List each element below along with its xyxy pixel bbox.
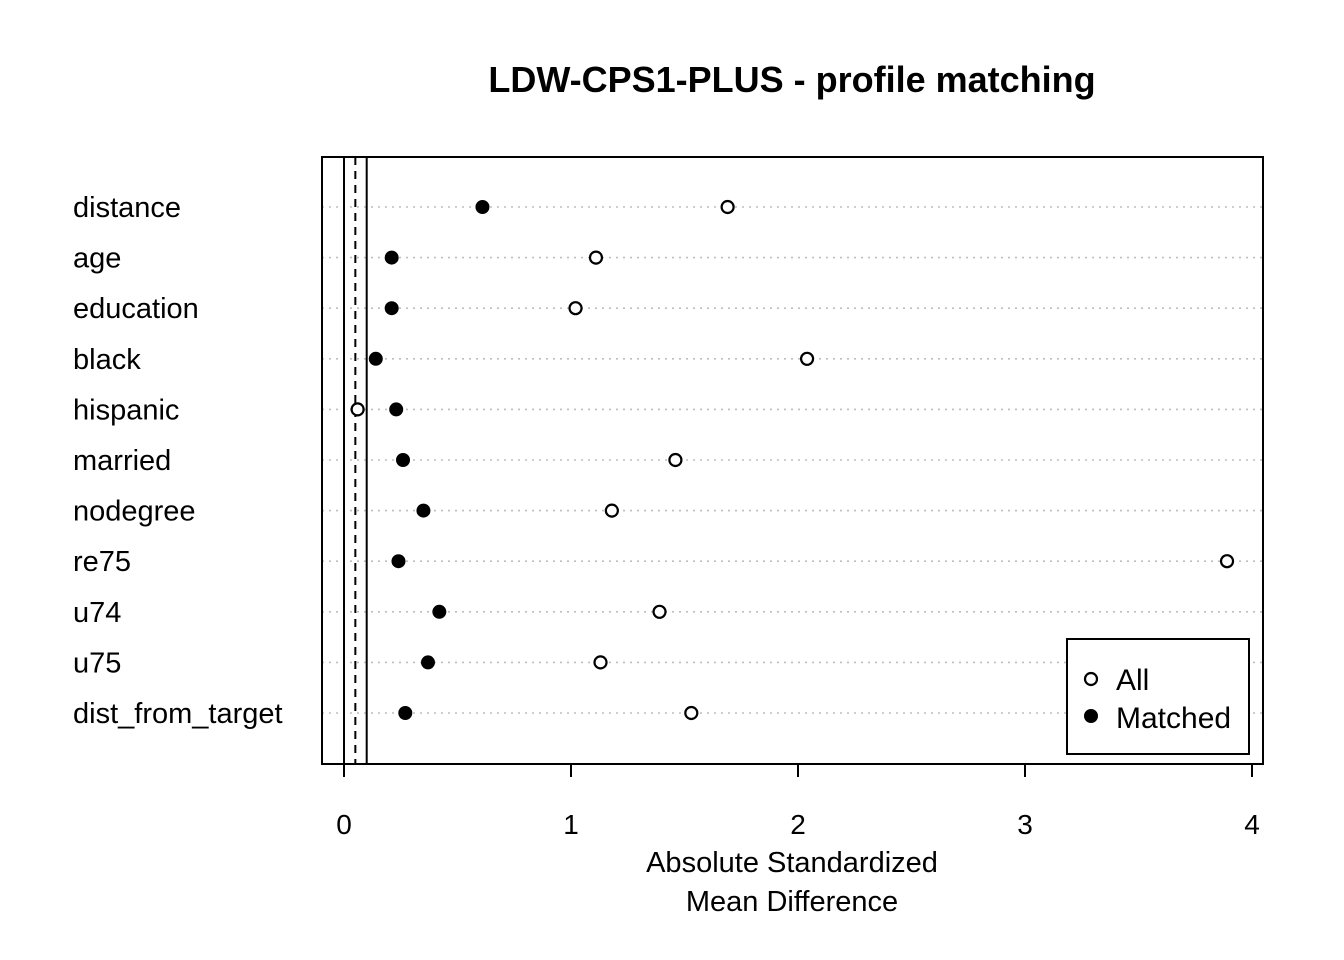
x-tick-label-3: 3 [1017,809,1033,840]
point-all-dist_from_target [684,705,699,721]
point-all-re75 [1219,554,1235,569]
legend-matched-label: Matched [1116,702,1231,735]
data-points [350,199,1235,721]
point-all-education [568,301,583,316]
point-matched-distance [475,200,490,214]
point-matched-education [384,301,399,316]
y-label-dist_from_target: dist_from_target [73,698,283,730]
x-tick-label-4: 4 [1244,809,1260,840]
point-matched-hispanic [389,402,404,417]
point-matched-black [368,351,383,366]
legend-matched-marker [1084,709,1098,723]
legend-all-label: All [1116,664,1149,697]
legend-box [1066,638,1250,755]
point-all-black [799,351,815,366]
point-matched-re75 [391,554,406,569]
chart-title: LDW-CPS1-PLUS - profile matching [488,59,1095,100]
legend-all-marker [1083,671,1099,687]
point-all-distance [720,199,735,215]
y-label-distance: distance [73,192,181,224]
y-label-age: age [73,243,121,275]
x-tick-label-2: 2 [790,809,806,840]
point-matched-u75 [420,655,435,670]
y-label-u74: u74 [73,597,121,629]
x-axis-label-line2: Mean Difference [686,886,898,918]
y-label-hispanic: hispanic [73,394,179,426]
y-label-married: married [73,445,171,477]
point-matched-u74 [432,604,447,619]
point-all-nodegree [604,503,619,518]
point-matched-age [384,250,399,265]
x-tick-label-1: 1 [563,809,579,840]
point-all-u74 [652,604,667,619]
point-all-age [588,250,604,265]
point-all-hispanic [350,402,365,417]
point-all-married [668,452,683,468]
y-label-re75: re75 [73,546,131,578]
x-axis: 0 1 2 3 4 [336,763,1260,840]
point-matched-married [396,453,411,467]
point-matched-nodegree [416,503,431,518]
x-axis-label-line1: Absolute Standardized [646,847,938,879]
point-all-u75 [593,655,608,670]
x-tick-label-0: 0 [336,809,352,840]
grid-lines [322,206,1263,714]
y-label-u75: u75 [73,647,121,679]
point-matched-dist_from_target [398,706,413,720]
reference-lines [343,157,368,764]
legend: All Matched [1066,638,1250,755]
y-axis-labels: distance age education black hispanic married… [73,192,283,730]
y-label-nodegree: nodegree [73,496,196,528]
y-label-black: black [73,344,141,376]
y-label-education: education [73,293,199,325]
